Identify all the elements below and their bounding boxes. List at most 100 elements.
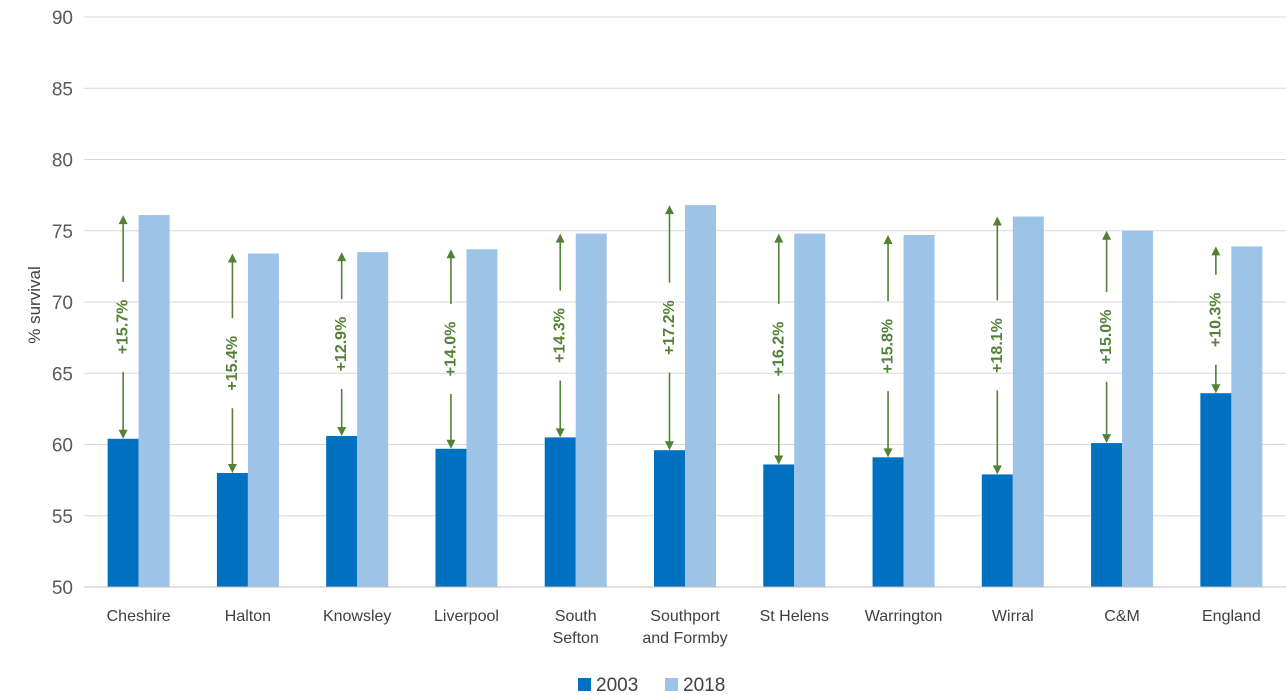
bar-2003 [216, 473, 248, 587]
bars [107, 205, 1263, 588]
arrow-head [227, 253, 237, 263]
bar-2018 [357, 252, 389, 587]
y-tick-label: 85 [52, 79, 73, 100]
arrow-head [118, 215, 128, 225]
arrow-head [227, 464, 237, 473]
bar-2018 [794, 233, 826, 587]
bar-2003 [435, 448, 467, 587]
change-label: +16.2% [770, 322, 787, 377]
category-label-line: South [555, 608, 597, 625]
change-label: +17.2% [661, 300, 678, 355]
arrow-head [337, 252, 347, 262]
bar-2018 [1122, 230, 1154, 587]
category-label-line: Liverpool [434, 608, 499, 625]
arrow-head [665, 205, 674, 215]
bar-2003 [872, 457, 904, 587]
arrow-head [446, 439, 456, 449]
change-annotation: +15.0% [1098, 230, 1115, 444]
category-label: Cheshire [107, 608, 171, 625]
bar-2003 [1200, 393, 1232, 587]
category-label-line: Cheshire [107, 608, 171, 625]
y-axis-label: % survival [25, 266, 44, 343]
category-label: Halton [225, 608, 271, 625]
legend-swatch [665, 678, 678, 691]
arrow-head [337, 426, 347, 436]
y-tick-label: 50 [52, 578, 73, 599]
legend-label: 2003 [596, 675, 638, 695]
change-label: +15.4% [224, 336, 241, 391]
category-label: Wirral [992, 608, 1034, 625]
bar-2003 [763, 464, 795, 587]
arrow-head [118, 429, 128, 439]
category-label: England [1202, 608, 1261, 625]
arrow-head [1102, 230, 1112, 240]
change-annotations: +15.7% +15.4% +12.9% +14.0% +14.3% +17.2% +16.… [115, 205, 1224, 475]
bar-2018 [1012, 216, 1044, 587]
change-label: +15.7% [115, 300, 132, 355]
bar-2018 [903, 235, 935, 587]
bar-2018 [1231, 246, 1263, 588]
bar-2018 [247, 253, 279, 588]
arrow-head [555, 428, 565, 438]
arrow-head [446, 249, 456, 259]
category-label: Warrington [865, 608, 943, 625]
category-label-line: Wirral [992, 608, 1034, 625]
y-tick-label: 70 [52, 293, 73, 314]
x-axis-categories: Cheshire Halton Knowsley Liverpool South Seft… [107, 608, 1261, 647]
change-annotation: +14.3% [552, 233, 569, 438]
bar-2018 [138, 215, 170, 587]
category-label-line: Sefton [553, 630, 599, 647]
change-label: +18.1% [989, 318, 1006, 373]
change-annotation: +10.3% [1207, 246, 1224, 394]
change-label: +10.3% [1207, 292, 1224, 347]
change-annotation: +14.0% [442, 249, 459, 449]
change-annotation: +15.8% [880, 235, 897, 458]
category-label: Knowsley [323, 608, 391, 625]
arrow-head [555, 233, 565, 243]
arrow-head [883, 235, 893, 245]
y-axis-ticks: 50 55 60 65 70 75 80 85 90 [52, 8, 73, 599]
bar-2003 [544, 437, 576, 587]
bar-2018 [575, 233, 607, 587]
bar-2003 [981, 474, 1013, 587]
arrow-head [1211, 246, 1221, 256]
arrow-head [992, 465, 1002, 475]
bar-2003 [326, 435, 358, 587]
arrow-head [992, 216, 1002, 226]
change-annotation: +12.9% [333, 252, 350, 436]
y-tick-label: 55 [52, 507, 73, 528]
bar-2018 [685, 205, 716, 587]
change-label: +15.0% [1098, 310, 1115, 365]
change-label: +12.9% [333, 317, 350, 372]
arrow-head [883, 448, 893, 458]
y-tick-label: 80 [52, 151, 73, 172]
change-label: +14.3% [552, 308, 569, 363]
legend-label: 2018 [683, 675, 725, 695]
category-label-line: Southport [650, 608, 720, 625]
category-label: Liverpool [434, 608, 499, 625]
change-label: +15.8% [880, 319, 897, 374]
change-annotation: +16.2% [770, 233, 787, 465]
change-annotation: +15.4% [224, 253, 241, 473]
change-annotation: +15.7% [115, 215, 132, 439]
bar-2003 [1091, 443, 1123, 587]
bar-2003 [107, 438, 139, 587]
category-label: South Sefton [553, 608, 599, 647]
category-label-line: Halton [225, 608, 271, 625]
y-tick-label: 75 [52, 222, 73, 243]
legend-swatch [578, 678, 591, 691]
bar-2003 [654, 450, 685, 587]
change-label: +14.0% [442, 322, 459, 377]
arrow-head [774, 455, 784, 465]
arrow-head [665, 441, 674, 451]
category-label-line: and Formby [642, 630, 727, 647]
legend: 2003 2018 [578, 675, 725, 695]
y-tick-label: 60 [52, 436, 73, 457]
arrow-head [774, 233, 784, 243]
category-label-line: Knowsley [323, 608, 391, 625]
category-label-line: St Helens [760, 608, 829, 625]
category-label-line: C&M [1104, 608, 1140, 625]
category-label: C&M [1104, 608, 1140, 625]
category-label-line: England [1202, 608, 1261, 625]
